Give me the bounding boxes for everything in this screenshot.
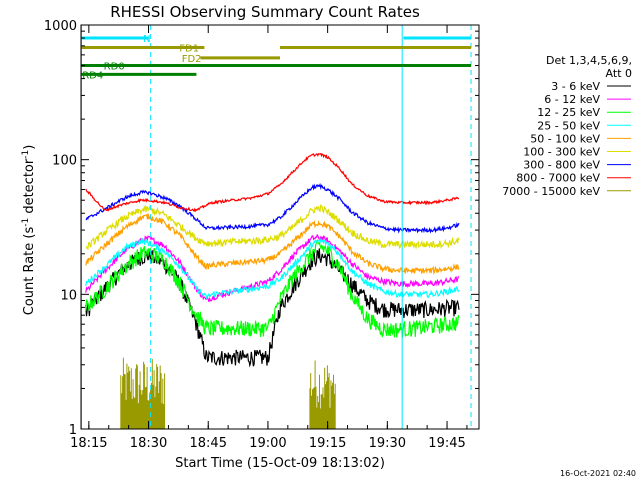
y-label-mid: detector bbox=[22, 158, 37, 218]
legend-label-2: 12 - 25 keV bbox=[537, 106, 600, 119]
x-tick-label-1: 18:30 bbox=[130, 436, 167, 451]
x-tick-label-3: 19:00 bbox=[249, 436, 286, 451]
x-axis-ticks: 18:15 18:30 18:45 19:00 19:15 19:30 19:45 bbox=[70, 25, 468, 451]
y-tick-label-0: 1 bbox=[69, 423, 77, 438]
chart-title: RHESSI Observing Summary Count Rates bbox=[110, 3, 420, 21]
legend-label-1: 6 - 12 keV bbox=[544, 93, 600, 106]
y-label-main: Count Rate (s bbox=[22, 227, 37, 316]
legend-label-5: 100 - 300 keV bbox=[523, 146, 600, 159]
y-label-sup-1: -1 bbox=[21, 218, 31, 227]
legend-label-7: 800 - 7000 keV bbox=[516, 172, 600, 185]
x-tick-label-4: 19:15 bbox=[309, 436, 346, 451]
series-line-5 bbox=[85, 203, 460, 250]
legend-label-3: 25 - 50 keV bbox=[537, 119, 600, 132]
x-tick-label-6: 19:45 bbox=[428, 436, 465, 451]
x-tick-label-5: 19:30 bbox=[369, 436, 406, 451]
burst-bars-0 bbox=[120, 357, 166, 429]
legend-label-6: 300 - 800 keV bbox=[523, 159, 600, 172]
y-axis-label: Count Rate (s-1 detector-1) bbox=[21, 145, 37, 316]
series-line-1 bbox=[85, 233, 460, 303]
y-tick-label-3: 1000 bbox=[44, 19, 77, 34]
burst-1 bbox=[309, 360, 336, 429]
y-axis-ticks: 1 10 100 1000 bbox=[44, 19, 479, 438]
legend-title-2: Att 0 bbox=[606, 67, 632, 80]
data-marks bbox=[85, 152, 460, 429]
flag-label-rd4: RD4 bbox=[82, 70, 103, 81]
flag-label-rd0: RD0 bbox=[104, 62, 125, 73]
flag-label-fd1: FD1 bbox=[179, 44, 199, 55]
series-line-6 bbox=[85, 182, 460, 234]
series-line-4 bbox=[85, 213, 460, 276]
series-line-3 bbox=[85, 237, 460, 300]
plot-frame bbox=[80, 24, 480, 430]
series-line-2 bbox=[85, 238, 460, 338]
x-tick-label-2: 18:45 bbox=[190, 436, 227, 451]
series-line-7 bbox=[85, 152, 459, 213]
flag-label-n: N bbox=[143, 34, 150, 45]
legend-label-8: 7000 - 15000 keV bbox=[502, 185, 600, 198]
flag-label-fd2: FD2 bbox=[182, 54, 202, 65]
x-axis-label: Start Time (15-Oct-09 18:13:02) bbox=[175, 456, 385, 471]
series-line-0 bbox=[85, 248, 460, 368]
y-label-end: ) bbox=[22, 145, 37, 150]
y-tick-label-1: 10 bbox=[60, 288, 77, 303]
y-tick-label-2: 100 bbox=[52, 154, 77, 169]
legend-title-1: Det 1,3,4,5,6,9, bbox=[546, 54, 632, 67]
y-label-sup-2: -1 bbox=[21, 150, 31, 159]
legend-label-0: 3 - 6 keV bbox=[551, 80, 600, 93]
legend-label-4: 50 - 100 keV bbox=[530, 132, 600, 145]
burst-bars-1 bbox=[309, 360, 336, 429]
vertical-markers bbox=[80, 25, 472, 429]
burst-0 bbox=[120, 357, 166, 429]
x-tick-label-0: 18:15 bbox=[70, 436, 107, 451]
generation-timestamp: 16-Oct-2021 02:40 bbox=[560, 469, 636, 478]
